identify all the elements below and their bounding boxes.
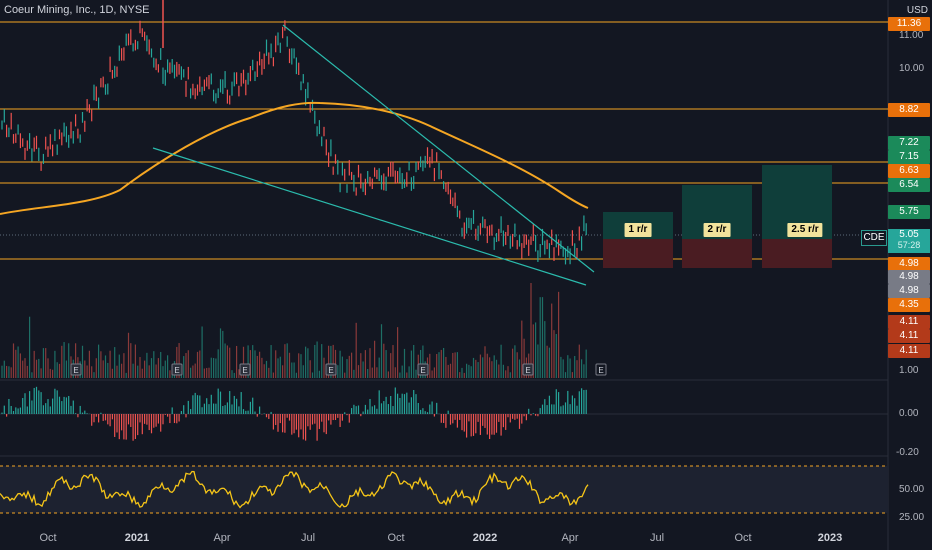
price-level-tag: 8.82 — [888, 103, 930, 117]
price-level-tag: 4.11 — [888, 315, 930, 329]
time-tick: Jul — [300, 532, 316, 544]
oscillator-tick: -0.20 — [896, 447, 919, 458]
rsi-band — [0, 466, 888, 513]
price-level-tag: 4.35 — [888, 298, 930, 312]
horizontal-levels — [0, 21, 888, 260]
price-level-tag: 5.75 — [888, 205, 930, 219]
earnings-marker[interactable] — [522, 363, 534, 376]
last-price-tag: 5.05 57:28 — [888, 229, 930, 253]
time-tick: Apr — [213, 532, 231, 544]
earnings-marker[interactable] — [70, 363, 82, 376]
price-level-tag: 6.54 — [888, 178, 930, 192]
risk-zone-2 — [682, 239, 752, 268]
time-tick: 2023 — [817, 532, 843, 544]
earnings-marker-label: E — [73, 366, 78, 375]
price-level-tag: 4.98 — [888, 284, 930, 298]
moving-average-line — [0, 101, 589, 215]
price-level-tag: 7.15 — [888, 150, 930, 164]
price-level-tag: 7.22 — [888, 136, 930, 150]
time-tick: Apr — [561, 532, 579, 544]
bar-countdown: 57:28 — [897, 240, 921, 250]
price-candles — [1, 20, 587, 265]
chart-title: Coeur Mining, Inc., 1D, NYSE — [4, 4, 150, 16]
currency-label: USD — [906, 5, 928, 16]
lower-trendline[interactable] — [152, 147, 587, 286]
time-tick: Oct — [734, 532, 752, 544]
price-level-tag: 4.11 — [888, 329, 930, 343]
time-tick: Oct — [387, 532, 405, 544]
time-tick: Oct — [39, 532, 57, 544]
rsi-tick: 25.00 — [899, 512, 925, 523]
chart-background — [0, 0, 888, 550]
risk-zone-1 — [603, 239, 673, 268]
earnings-marker[interactable] — [325, 363, 337, 376]
time-tick: 2021 — [124, 532, 150, 544]
price-level-tag: 11.36 — [888, 17, 930, 31]
last-price: 5.05 — [899, 229, 919, 240]
rsi-line — [0, 470, 589, 509]
earnings-marker[interactable] — [171, 363, 183, 376]
price-tick: 11.00 — [899, 30, 924, 41]
upper-trendline[interactable] — [282, 24, 595, 273]
rr-label-1: 1 r/r — [624, 223, 652, 237]
rr-label-3: 2.5 r/r — [787, 223, 823, 237]
earnings-marker-label: E — [174, 366, 179, 375]
earnings-marker-label: E — [598, 366, 603, 375]
oscillator-histogram — [1, 386, 587, 441]
earnings-marker[interactable] — [239, 363, 251, 376]
risk-zone-3 — [762, 239, 832, 268]
earnings-marker[interactable] — [417, 363, 429, 376]
price-level-tag: 4.11 — [888, 344, 930, 358]
rsi-tick: 50.00 — [899, 484, 925, 495]
price-tick: 10.00 — [899, 63, 925, 74]
earnings-marker[interactable] — [595, 363, 607, 376]
earnings-marker-label: E — [420, 366, 425, 375]
price-level-tag: 4.98 — [888, 257, 930, 271]
time-tick: Jul — [649, 532, 665, 544]
earnings-marker-label: E — [328, 366, 333, 375]
time-tick: 2022 — [472, 532, 498, 544]
rr-label-2: 2 r/r — [703, 223, 731, 237]
symbol-tag[interactable]: CDE — [861, 230, 887, 246]
earnings-marker-label: E — [525, 366, 530, 375]
price-tick: 1.00 — [899, 365, 919, 376]
price-level-tag: 6.63 — [888, 164, 930, 178]
oscillator-tick: 0.00 — [899, 408, 919, 419]
price-level-tag: 4.98 — [888, 270, 930, 284]
earnings-marker-label: E — [242, 366, 247, 375]
